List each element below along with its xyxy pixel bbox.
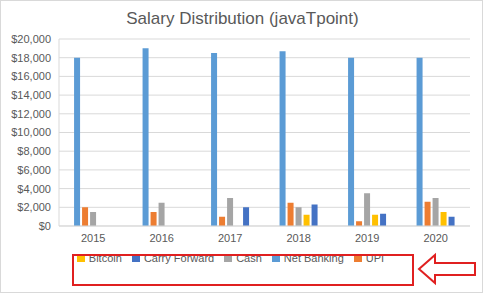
svg-text:2018: 2018: [287, 232, 311, 244]
html-text:Net Banking: Net Banking: [283, 252, 344, 264]
svg-text:2019: 2019: [355, 232, 379, 244]
html-text:Salary Distribution (javaTpoin: Salary Distribution (javaTpoint): [126, 9, 359, 28]
svg-text:$18,000: $18,000: [11, 52, 51, 64]
html-text:UPI: UPI: [365, 252, 385, 264]
html-text:Cash: Cash: [236, 252, 262, 264]
svg-text:2020: 2020: [424, 232, 448, 244]
html-text:Carry Forward: Carry Forward: [143, 252, 215, 264]
svg-text:$14,000: $14,000: [11, 89, 51, 101]
svg-text:2015: 2015: [81, 232, 105, 244]
svg-text:$0: $0: [39, 220, 51, 232]
svg-text:2016: 2016: [150, 232, 174, 244]
svg-text:$6,000: $6,000: [17, 164, 51, 176]
svg-text:$12,000: $12,000: [11, 108, 51, 120]
svg-text:2017: 2017: [218, 232, 242, 244]
html-text:Bitcoin: Bitcoin: [88, 252, 122, 264]
svg-text:$4,000: $4,000: [17, 183, 51, 195]
svg-text:$20,000: $20,000: [11, 33, 51, 45]
svg-text:$10,000: $10,000: [11, 126, 51, 138]
svg-text:$2,000: $2,000: [17, 201, 51, 213]
svg-text:$16,000: $16,000: [11, 70, 51, 82]
svg-text:$8,000: $8,000: [17, 145, 51, 157]
